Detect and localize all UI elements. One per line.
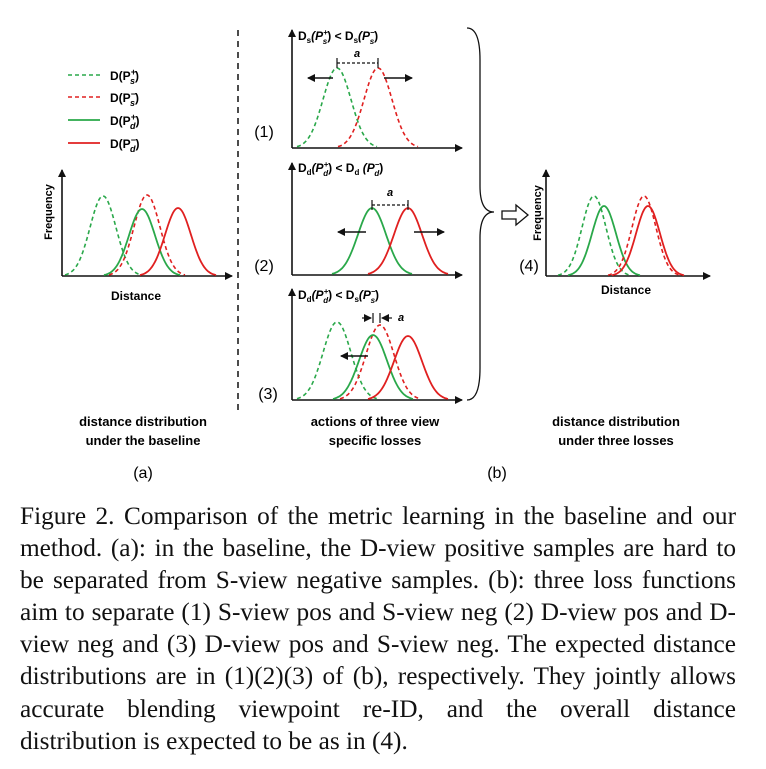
panel-a-x-label: Distance — [111, 289, 161, 303]
panel-a-plot: Frequency Distance — [43, 169, 233, 303]
panel-a-curve-dd-neg — [139, 207, 217, 276]
panel-b1-curve-ds-pos — [296, 67, 378, 148]
panel-4-y-label: Frequency — [532, 184, 544, 241]
legend-item-dd-pos: D(P+ d) — [68, 112, 139, 131]
subtitle-b-line1: actions of three view — [311, 414, 440, 429]
subtitle-b-line2: specific losses — [329, 433, 422, 448]
figure-caption: Figure 2. Comparison of the metric learn… — [20, 502, 736, 755]
implication-arrow — [501, 203, 530, 227]
panel-4-curve-dd-neg — [611, 205, 685, 277]
panel-a-curve-ds-neg — [108, 194, 186, 276]
panel-a-curve-dd-pos — [103, 208, 181, 276]
subtitle-a-line1: distance distribution — [79, 414, 207, 429]
legend-label-dd-neg: D(P− d) — [110, 135, 139, 154]
legend-item-dd-neg: D(P− d) — [68, 135, 139, 154]
panel-b1-curve-ds-neg — [337, 67, 419, 148]
panel-4-curve-ds-neg — [607, 195, 681, 276]
sub-label-a: (a) — [133, 465, 153, 482]
figure-diagram: D(P+ s) D(P− s) D(P+ d) D(P− d) Frequency Di… — [43, 27, 711, 482]
panel-a-curve-ds-pos — [64, 195, 142, 276]
panel-a-y-label: Frequency — [43, 183, 55, 240]
panel-b2-margin-label: a — [387, 187, 393, 199]
panel-b3-curve-ds-neg — [339, 324, 421, 400]
panel-b3-margin-label: a — [398, 312, 404, 324]
panel-4-x-label: Distance — [601, 283, 651, 297]
legend: D(P+ s) D(P− s) D(P+ d) D(P− d) — [68, 67, 139, 154]
legend-item-ds-neg: D(P− s) — [68, 89, 139, 108]
legend-item-ds-pos: D(P+ s) — [68, 67, 139, 86]
panel-b1-number: (1) — [254, 124, 274, 141]
panel-b2-title: Dd(P+ d) < Dd (P− d) — [298, 160, 383, 178]
panel-b3-curve-ds-pos — [296, 321, 378, 400]
panel-b3-title: Dd(P+ d) < Ds(P− s) — [298, 287, 379, 305]
panel-b1-margin-label: a — [354, 48, 360, 60]
subtitle-c-line1: distance distribution — [552, 414, 680, 429]
panel-4-curve-dd-pos — [567, 205, 641, 277]
panel-b-brace — [466, 27, 495, 401]
panel-b3-curve-dd-neg — [367, 335, 449, 400]
panel-4-curve-ds-pos — [557, 195, 631, 276]
subtitle-c-line2: under three losses — [558, 433, 674, 448]
panel-b1-title: Ds(P+ s) < Ds(P− s) — [298, 28, 378, 46]
subtitle-a-line2: under the baseline — [86, 433, 201, 448]
panel-b3-number: (3) — [258, 386, 278, 403]
panel-b2-number: (2) — [254, 258, 274, 275]
panel-b-plot-3: Dd(P+ d) < Ds(P− s) a (3) — [258, 287, 463, 404]
panel-4-number: (4) — [519, 258, 539, 275]
panel-b-plot-2: Dd(P+ d) < Dd (P− d) a (2) — [254, 160, 463, 279]
legend-label-ds-pos: D(P+ s) — [110, 67, 139, 86]
sub-label-b: (b) — [487, 465, 507, 482]
panel-4-plot: Frequency Distance (4) — [519, 169, 711, 297]
panel-b3-curve-dd-pos — [332, 334, 414, 400]
legend-label-dd-pos: D(P+ d) — [110, 112, 139, 131]
legend-label-ds-neg: D(P− s) — [110, 89, 139, 108]
panel-b-plot-1: Ds(P+ s) < Ds(P− s) a (1) — [254, 28, 463, 152]
